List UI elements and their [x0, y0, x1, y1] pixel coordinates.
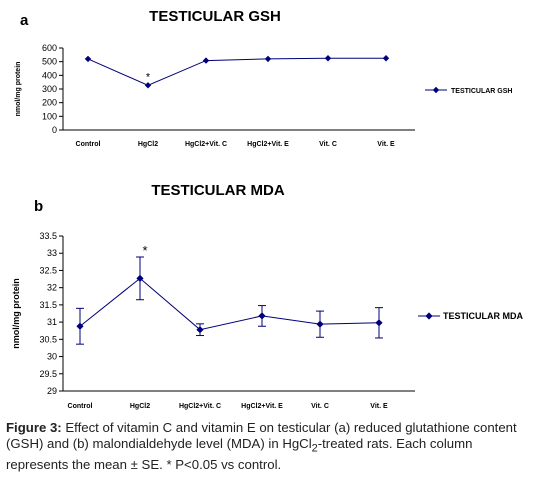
chart-title: TESTICULAR MDA	[151, 182, 284, 199]
y-tick-label: 0	[52, 125, 57, 135]
y-tick-label: 500	[42, 57, 57, 67]
series-line	[87, 57, 386, 86]
x-tick-label: HgCl2+Vit. C	[185, 141, 227, 148]
x-tick-label: HgCl2+Vit. E	[247, 141, 289, 148]
panel-letter: a	[20, 12, 29, 29]
legend-label: TESTICULAR MDA	[443, 311, 523, 321]
caption-label: Figure 3:	[6, 420, 62, 435]
caption-text: Effect of vitamin C and vitamin E on tes…	[6, 420, 517, 451]
y-tick-label: 300	[42, 84, 57, 94]
series-line	[79, 277, 380, 331]
y-tick-label: 200	[42, 98, 57, 108]
y-tick-label: 600	[42, 43, 57, 53]
y-tick-label: 31	[47, 317, 57, 327]
y-tick-label: 29	[47, 386, 57, 396]
y-tick-label: 30.5	[39, 334, 57, 344]
data-point	[375, 319, 383, 327]
y-tick-label: 32.5	[39, 265, 57, 275]
data-point	[382, 55, 390, 62]
legend-label: TESTICULAR GSH	[451, 88, 512, 95]
y-axis-label: nmol/mg protein	[15, 62, 22, 117]
x-tick-label: HgCl2	[138, 141, 158, 148]
chart-title: TESTICULAR GSH	[149, 8, 281, 25]
data-point	[316, 320, 324, 328]
x-tick-label: Vit. C	[311, 403, 329, 410]
data-point	[258, 312, 266, 320]
y-tick-label: 33	[47, 248, 57, 258]
y-tick-label: 32	[47, 283, 57, 293]
x-tick-label: HgCl2+Vit. E	[241, 403, 283, 410]
panel-letter: b	[34, 198, 43, 215]
y-tick-label: 400	[42, 70, 57, 80]
x-tick-label: Vit. E	[377, 141, 395, 148]
legend-marker	[432, 86, 440, 94]
data-point	[76, 322, 84, 330]
data-point	[196, 326, 204, 334]
x-tick-label: HgCl2+Vit. C	[179, 403, 221, 410]
y-tick-label: 30	[47, 352, 57, 362]
y-tick-label: 29.5	[39, 369, 57, 379]
x-tick-label: Vit. E	[370, 403, 388, 410]
x-tick-label: HgCl2	[130, 403, 150, 410]
data-point	[144, 82, 152, 89]
y-axis-label: nmol/mg protein	[11, 278, 21, 349]
x-tick-label: Vit. C	[319, 141, 337, 148]
y-tick-label: 33.5	[39, 231, 57, 241]
figure-caption: Figure 3: Effect of vitamin C and vitami…	[6, 420, 526, 473]
data-point	[136, 274, 144, 282]
data-point	[324, 55, 332, 62]
data-point	[84, 55, 92, 63]
x-tick-label: Control	[68, 403, 93, 410]
y-tick-label: 100	[42, 111, 57, 121]
data-point	[202, 57, 210, 64]
caption-subscript: 2	[311, 442, 318, 455]
x-tick-label: Control	[76, 141, 101, 148]
y-tick-label: 31.5	[39, 300, 57, 310]
significance-marker: *	[146, 71, 151, 83]
data-point	[264, 55, 272, 63]
legend-marker	[425, 312, 433, 320]
caption-text-after: -treated rats. Each column represents th…	[6, 436, 473, 472]
significance-marker: *	[142, 243, 147, 258]
figure: a TESTICULAR GSH 0 100 200 300 400 500 600 nmol/m…	[11, 8, 523, 410]
